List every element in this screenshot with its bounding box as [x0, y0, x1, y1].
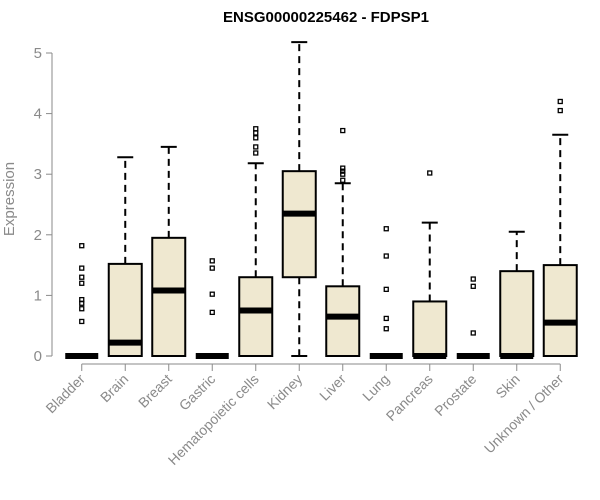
outlier-point [427, 170, 433, 176]
box-kidney [281, 41, 317, 357]
iqr-box [151, 236, 187, 357]
iqr-box [238, 276, 274, 357]
y-axis-label: Expression [1, 162, 18, 236]
outlier-point [79, 318, 85, 325]
outlier-point [470, 276, 476, 282]
outlier-point [557, 107, 563, 114]
outlier-point [557, 98, 563, 105]
outlier-point [253, 150, 259, 156]
outlier-point [79, 243, 85, 249]
box-unknown-other [542, 98, 578, 358]
outlier-point [340, 127, 346, 134]
box-lung [369, 226, 403, 359]
box-bladder [65, 243, 99, 359]
outlier-point [209, 291, 215, 297]
outlier-point [383, 226, 389, 232]
outlier-point [79, 306, 85, 312]
chart-title: ENSG00000225462 - FDPSP1 [223, 9, 429, 26]
box-liver [325, 127, 361, 357]
y-tick-label: 4 [34, 106, 42, 123]
x-tick-label: Bladder [42, 371, 88, 417]
outlier-point [470, 330, 476, 336]
outlier-point [209, 309, 215, 316]
iqr-box [412, 300, 448, 357]
outlier-point [253, 135, 259, 141]
x-tick-label: Unknown / Other [481, 371, 567, 457]
outlier-point [253, 144, 259, 150]
outlier-point [383, 286, 389, 292]
outlier-point [79, 274, 85, 280]
outlier-point [340, 177, 346, 183]
box-pancreas [412, 170, 448, 359]
box-brain [107, 156, 143, 357]
x-tick-label: Prostate [431, 371, 479, 419]
y-tick-label: 0 [34, 348, 42, 365]
y-axis: 0 1 2 3 4 5 [34, 45, 53, 365]
iqr-box [499, 270, 535, 357]
outlier-point [383, 326, 389, 332]
iqr-box [325, 285, 361, 357]
x-tick-label: Skin [492, 371, 523, 402]
outlier-point [209, 258, 215, 264]
y-tick-label: 3 [34, 166, 42, 183]
outlier-point [340, 168, 346, 174]
x-tick-label: Liver [316, 371, 349, 404]
x-tick-label: Kidney [264, 371, 306, 413]
outlier-point [340, 171, 346, 177]
outlier-point [383, 315, 389, 322]
outlier-point [340, 165, 346, 171]
y-tick-label: 2 [34, 227, 42, 244]
boxes [65, 41, 578, 359]
box-hematopoietic-cells [238, 126, 274, 357]
outlier-point [253, 126, 259, 132]
outlier-point [470, 283, 476, 289]
iqr-box [281, 170, 317, 279]
y-tick-label: 1 [34, 287, 42, 304]
box-gastric [195, 258, 229, 359]
box-prostate [456, 276, 490, 359]
x-tick-label: Brain [97, 371, 131, 405]
box-breast [151, 145, 187, 357]
x-tick-label: Pancreas [383, 371, 436, 424]
outlier-point [79, 296, 85, 303]
y-tick-label: 5 [34, 45, 42, 62]
outlier-point [79, 280, 85, 286]
outlier-point [253, 130, 259, 136]
outlier-point [79, 265, 85, 271]
x-tick-label: Gastric [176, 371, 219, 414]
box-skin [499, 230, 535, 359]
x-tick-label: Lung [359, 371, 392, 404]
outlier-point [209, 265, 215, 271]
iqr-box [542, 264, 578, 358]
x-tick-label: Breast [135, 371, 175, 411]
outlier-point [383, 253, 389, 259]
